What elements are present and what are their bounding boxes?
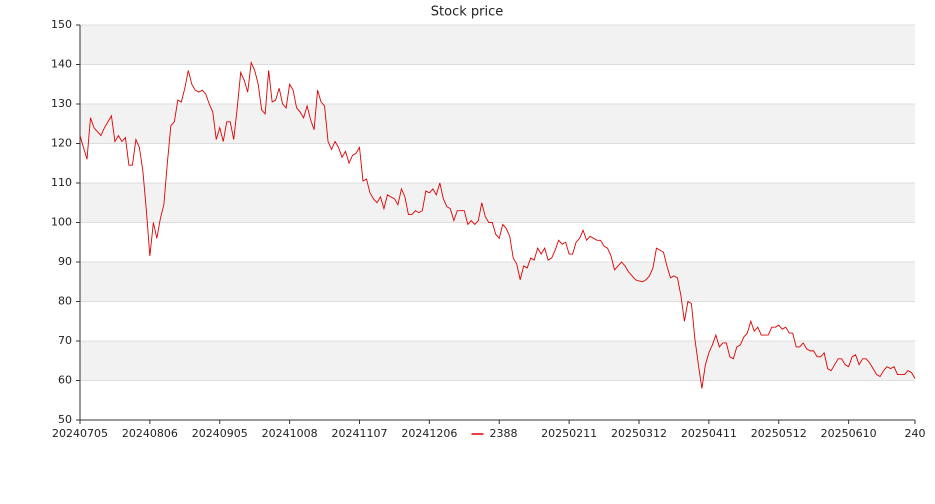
legend-label: 2388 bbox=[490, 427, 518, 440]
legend-box bbox=[463, 426, 532, 442]
y-tick-label: 70 bbox=[58, 334, 72, 347]
y-tick-label: 100 bbox=[51, 216, 72, 229]
y-tick-label: 110 bbox=[51, 176, 72, 189]
grid-band bbox=[80, 183, 915, 223]
x-tick-label: 240 bbox=[905, 427, 926, 440]
x-tick-label: 20240905 bbox=[192, 427, 248, 440]
grid-band bbox=[80, 25, 915, 65]
y-tick-label: 50 bbox=[58, 413, 72, 426]
chart-title: Stock price bbox=[431, 5, 503, 20]
y-tick-label: 120 bbox=[51, 137, 72, 150]
x-tick-label: 20250512 bbox=[751, 427, 807, 440]
x-tick-label: 20250312 bbox=[611, 427, 667, 440]
y-tick-label: 90 bbox=[58, 255, 72, 268]
y-tick-label: 60 bbox=[58, 374, 72, 387]
y-tick-label: 140 bbox=[51, 58, 72, 71]
x-tick-label: 20241206 bbox=[401, 427, 457, 440]
line-series bbox=[79, 60, 916, 389]
x-tick-label: 20240806 bbox=[122, 427, 178, 440]
y-tick-label: 150 bbox=[51, 18, 72, 31]
x-tick-label: 20241107 bbox=[331, 427, 387, 440]
grid-band bbox=[80, 104, 915, 144]
x-tick-label: 20241008 bbox=[262, 427, 318, 440]
grid-band bbox=[80, 341, 915, 381]
y-tick-label: 130 bbox=[51, 97, 72, 110]
grid-band bbox=[80, 262, 915, 302]
x-tick-label: 20240705 bbox=[52, 427, 108, 440]
x-tick-label: 20250211 bbox=[541, 427, 597, 440]
x-tick-label: 20250610 bbox=[821, 427, 877, 440]
x-tick-label: 20250411 bbox=[681, 427, 737, 440]
y-tick-label: 80 bbox=[58, 295, 72, 308]
